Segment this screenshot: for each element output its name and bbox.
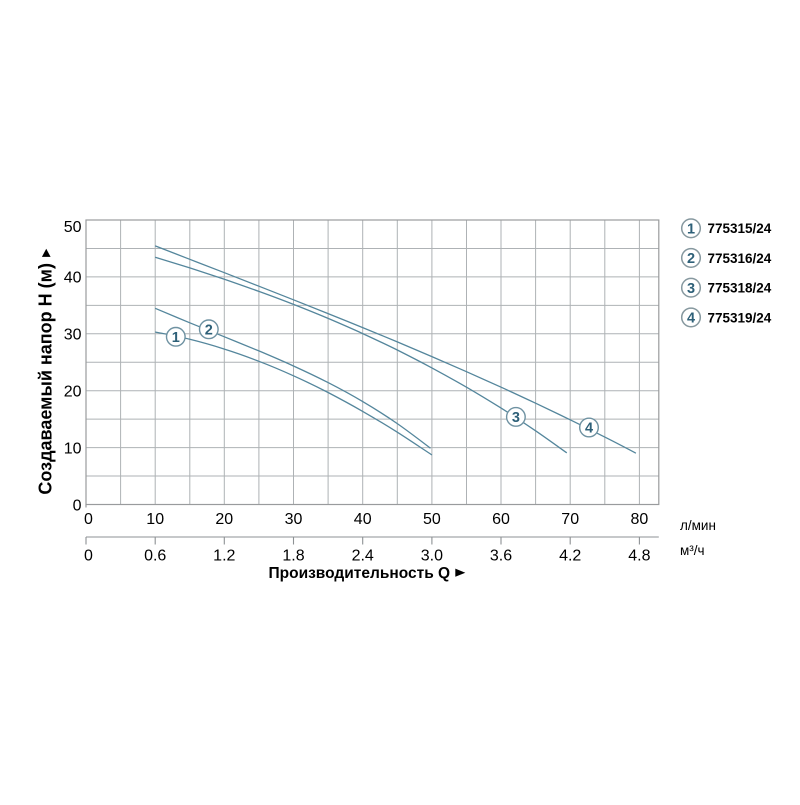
svg-text:20: 20 xyxy=(215,511,233,528)
svg-text:0: 0 xyxy=(73,497,82,514)
svg-text:40: 40 xyxy=(64,270,82,287)
svg-text:0: 0 xyxy=(84,511,93,528)
svg-text:30: 30 xyxy=(64,327,82,344)
svg-text:4: 4 xyxy=(687,311,695,327)
svg-text:2: 2 xyxy=(205,323,213,339)
svg-text:4.8: 4.8 xyxy=(628,548,650,565)
svg-text:1.2: 1.2 xyxy=(213,548,235,565)
svg-text:775319/24: 775319/24 xyxy=(708,310,772,325)
svg-text:80: 80 xyxy=(631,511,649,528)
svg-text:Производительность Q: Производительность Q xyxy=(269,565,451,582)
svg-text:50: 50 xyxy=(423,511,441,528)
svg-text:10: 10 xyxy=(64,440,82,457)
svg-text:4: 4 xyxy=(585,421,593,437)
svg-text:3.6: 3.6 xyxy=(490,548,512,565)
svg-text:3: 3 xyxy=(512,410,520,426)
svg-text:3.0: 3.0 xyxy=(421,548,443,565)
svg-text:2: 2 xyxy=(687,251,695,267)
svg-text:775318/24: 775318/24 xyxy=(708,281,772,296)
svg-text:30: 30 xyxy=(285,511,303,528)
svg-text:0: 0 xyxy=(84,548,93,565)
svg-text:10: 10 xyxy=(146,511,164,528)
svg-text:л/мин: л/мин xyxy=(680,518,716,533)
svg-text:2.4: 2.4 xyxy=(352,548,374,565)
svg-text:40: 40 xyxy=(354,511,372,528)
svg-text:70: 70 xyxy=(561,511,579,528)
svg-text:50: 50 xyxy=(64,219,82,236)
svg-text:20: 20 xyxy=(64,384,82,401)
svg-text:1.8: 1.8 xyxy=(282,548,304,565)
svg-text:775316/24: 775316/24 xyxy=(708,251,772,266)
svg-text:3: 3 xyxy=(687,281,695,297)
svg-text:4.2: 4.2 xyxy=(559,548,581,565)
svg-text:1: 1 xyxy=(687,222,695,238)
svg-text:0.6: 0.6 xyxy=(144,548,166,565)
svg-text:м³/ч: м³/ч xyxy=(680,543,705,558)
svg-text:Создаваемый напор H (м): Создаваемый напор H (м) xyxy=(36,263,56,495)
svg-text:775315/24: 775315/24 xyxy=(708,221,772,236)
svg-text:1: 1 xyxy=(172,330,180,346)
svg-text:60: 60 xyxy=(492,511,510,528)
